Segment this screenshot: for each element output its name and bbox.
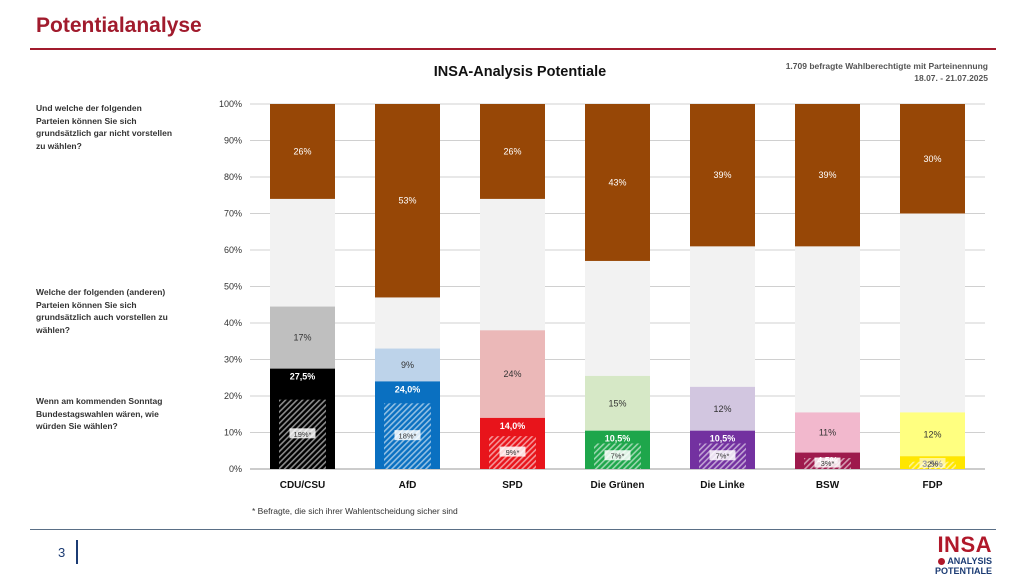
footnote: * Befragte, die sich ihrer Wahlentscheid… [252, 506, 458, 516]
data-label-not-imaginable: 30% [923, 154, 941, 164]
bar-not-imaginable-segment [585, 104, 650, 261]
data-label-potential: 12% [713, 404, 731, 414]
bar-not-imaginable-segment [480, 104, 545, 199]
y-tick-label: 70% [224, 209, 242, 219]
survey-period: 18.07. - 21.07.2025 [914, 73, 988, 83]
logo-dot-icon [938, 558, 946, 566]
data-label-vote: 27,5% [290, 372, 316, 382]
x-category-label: Die Grünen [591, 480, 645, 491]
bar-potential-segment [585, 375, 650, 431]
logo-wordmark: INSA [937, 532, 992, 557]
y-tick-label: 60% [224, 245, 242, 255]
page-number: 3 [58, 545, 66, 560]
title-divider [30, 48, 996, 50]
question-vote: Wenn am kommenden Sonntag Bundestagswahl… [36, 396, 163, 431]
sure-label-box [394, 430, 421, 441]
y-tick-label: 50% [224, 282, 242, 292]
data-label-sure: 7%* [716, 452, 730, 461]
logo-sub-2: POTENTIALE [934, 566, 992, 576]
data-label-sure: 2% [927, 460, 938, 469]
insa-logo: INSA ANALYSIS POTENTIALE [935, 534, 992, 576]
y-tick-label: 80% [224, 172, 242, 182]
x-category-label: BSW [816, 480, 840, 491]
sure-label-box [604, 450, 631, 461]
data-label-not-imaginable: 39% [713, 170, 731, 180]
bar-potential-segment [375, 348, 440, 382]
chart-title: INSA-Analysis Potentiale [433, 64, 607, 80]
y-tick-label: 100% [219, 99, 242, 109]
bar-not-imaginable-segment [900, 104, 965, 214]
data-label-sure: 9%* [506, 448, 520, 457]
question-not-imaginable: Und welche der folgenden Parteien können… [36, 103, 173, 151]
x-category-label: AfD [399, 480, 417, 491]
bar-potential-segment [690, 386, 755, 431]
data-label-vote: 14,0% [500, 421, 526, 431]
data-label-potential: 12% [923, 429, 941, 439]
x-category-label: SPD [502, 480, 523, 491]
sure-label-box [919, 458, 946, 468]
data-label-vote: 10,5% [605, 434, 631, 444]
data-label-vote: 24,0% [395, 384, 421, 394]
bar-potential-segment [480, 330, 545, 418]
sure-label-box [814, 457, 841, 468]
bar-potential-segment [270, 306, 335, 369]
y-tick-label: 20% [224, 391, 242, 401]
bar-potential-segment [795, 412, 860, 453]
bar-potential-segment [900, 412, 965, 457]
data-label-not-imaginable: 26% [293, 146, 311, 156]
page-number-bar [76, 540, 78, 564]
sample-size: 1.709 befragte Wahlberechtigte mit Parte… [785, 61, 988, 71]
bar-not-imaginable-segment [795, 104, 860, 247]
y-tick-label: 0% [229, 464, 242, 474]
data-label-potential: 11% [819, 428, 836, 438]
sample-info: 1.709 befragte Wahlberechtigte mit Parte… [786, 60, 988, 84]
data-label-potential: 17% [293, 333, 311, 343]
data-label-sure: 19%* [294, 430, 312, 439]
question-potential: Welche der folgenden (anderen) Parteien … [36, 287, 168, 335]
y-tick-label: 30% [224, 355, 242, 365]
y-tick-label: 90% [224, 136, 242, 146]
logo-sub-1: ANALYSIS [947, 556, 992, 566]
data-label-not-imaginable: 39% [818, 170, 836, 180]
y-tick-label: 40% [224, 318, 242, 328]
data-label-potential: 9% [401, 360, 414, 370]
bar-not-imaginable-segment [270, 104, 335, 199]
data-label-potential: 15% [608, 398, 626, 408]
data-label-not-imaginable: 43% [608, 177, 626, 187]
data-label-not-imaginable: 53% [398, 196, 416, 206]
x-category-label: FDP [923, 480, 943, 491]
sure-label-box [709, 450, 736, 461]
sure-label-box [499, 446, 526, 457]
bar-not-imaginable-segment [375, 104, 440, 298]
data-label-potential: 24% [503, 369, 521, 379]
data-label-sure: 18%* [399, 432, 417, 441]
data-label-vote: 10,5% [710, 434, 736, 444]
page-title: Potentialanalyse [36, 14, 202, 37]
bar-not-imaginable-segment [690, 104, 755, 247]
data-label-not-imaginable: 26% [503, 146, 521, 156]
y-tick-label: 10% [224, 428, 242, 438]
footer-divider [30, 529, 996, 530]
data-label-sure: 3%* [821, 459, 835, 468]
sure-label-box [289, 428, 316, 439]
data-label-sure: 7%* [611, 452, 625, 461]
x-category-label: CDU/CSU [280, 480, 326, 491]
x-category-label: Die Linke [700, 480, 745, 491]
